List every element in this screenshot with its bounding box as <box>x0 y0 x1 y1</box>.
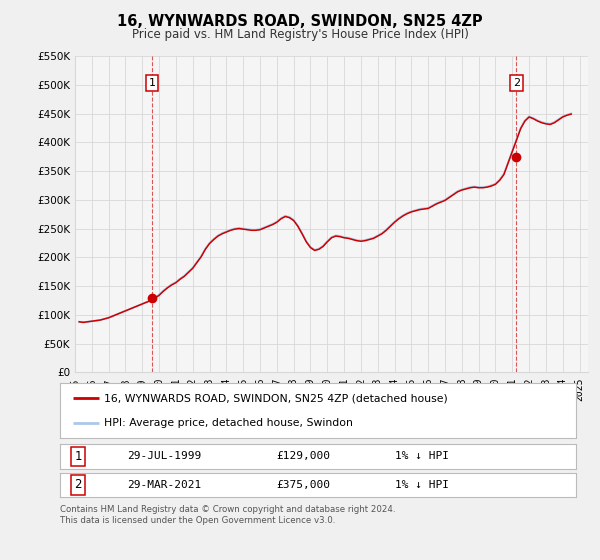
Text: 16, WYNWARDS ROAD, SWINDON, SN25 4ZP (detached house): 16, WYNWARDS ROAD, SWINDON, SN25 4ZP (de… <box>104 394 448 403</box>
Text: 1% ↓ HPI: 1% ↓ HPI <box>395 480 449 490</box>
Text: 2: 2 <box>74 478 82 492</box>
Text: 2: 2 <box>513 78 520 88</box>
Text: 1: 1 <box>74 450 82 463</box>
Text: Price paid vs. HM Land Registry's House Price Index (HPI): Price paid vs. HM Land Registry's House … <box>131 28 469 41</box>
Text: 1% ↓ HPI: 1% ↓ HPI <box>395 451 449 461</box>
Text: 29-JUL-1999: 29-JUL-1999 <box>127 451 202 461</box>
Text: £129,000: £129,000 <box>277 451 331 461</box>
Text: 29-MAR-2021: 29-MAR-2021 <box>127 480 202 490</box>
Text: Contains HM Land Registry data © Crown copyright and database right 2024.
This d: Contains HM Land Registry data © Crown c… <box>60 505 395 525</box>
Text: HPI: Average price, detached house, Swindon: HPI: Average price, detached house, Swin… <box>104 418 353 427</box>
Text: 1: 1 <box>148 78 155 88</box>
Text: £375,000: £375,000 <box>277 480 331 490</box>
Text: 16, WYNWARDS ROAD, SWINDON, SN25 4ZP: 16, WYNWARDS ROAD, SWINDON, SN25 4ZP <box>117 14 483 29</box>
